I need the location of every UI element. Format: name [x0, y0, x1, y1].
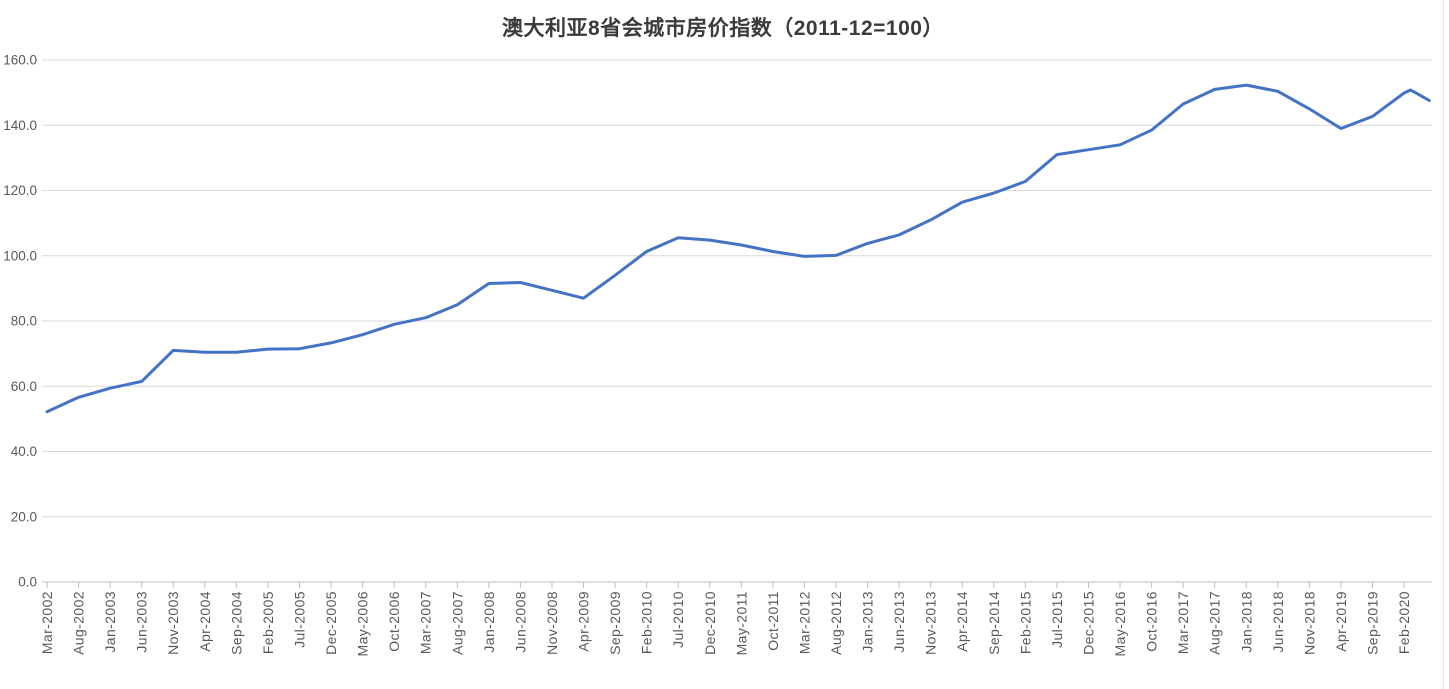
x-tick-label: Oct-2006	[386, 591, 402, 652]
x-tick-label: Apr-2009	[576, 591, 592, 652]
x-tick-label: Feb-2020	[1396, 591, 1412, 654]
x-tick-label: May-2006	[355, 591, 371, 656]
x-tick-label: Oct-2011	[765, 591, 781, 651]
x-tick-label: Apr-2014	[954, 591, 970, 652]
y-tick-label: 0.0	[18, 575, 37, 590]
y-tick-label: 100.0	[3, 248, 37, 263]
price-index-series-line	[45, 83, 1431, 414]
x-tick-label: Jan-2018	[1238, 591, 1254, 653]
x-tick-label: May-2011	[733, 591, 749, 655]
y-tick-label: 140.0	[3, 118, 37, 133]
x-tick-label: Jan-2008	[481, 591, 497, 653]
x-tick-label: Dec-2015	[1080, 591, 1096, 655]
x-tick-label: Mar-2017	[1175, 591, 1191, 654]
x-tick-label: Mar-2007	[418, 591, 434, 654]
y-tick-label: 40.0	[11, 444, 37, 459]
x-tick-label: Jun-2018	[1270, 591, 1286, 653]
y-tick-label: 120.0	[3, 183, 37, 198]
x-tick-label: Feb-2005	[260, 591, 276, 654]
x-axis-ticks	[46, 582, 1405, 588]
x-tick-label: Sep-2019	[1365, 591, 1381, 655]
x-tick-label: Jun-2008	[512, 591, 528, 653]
x-tick-label: Mar-2012	[796, 591, 812, 654]
y-tick-label: 60.0	[11, 379, 37, 394]
chart-title: 澳大利亚8省会城市房价指数（2011-12=100）	[502, 17, 944, 40]
y-axis-labels: 0.0 20.0 40.0 60.0 80.0 100.0 120.0 140.0 160.0	[3, 53, 37, 590]
x-tick-label: Sep-2004	[228, 591, 244, 655]
x-tick-label: Nov-2008	[544, 591, 560, 655]
x-tick-label: Mar-2002	[39, 591, 55, 654]
x-tick-label: Oct-2016	[1144, 591, 1160, 652]
x-tick-label: Jan-2003	[102, 591, 118, 653]
x-tick-label: Sep-2014	[986, 591, 1002, 655]
x-tick-label: Dec-2010	[702, 591, 718, 655]
x-tick-label: Jul-2015	[1049, 591, 1065, 648]
x-tick-label: Feb-2010	[639, 591, 655, 654]
x-tick-label: Jun-2013	[891, 591, 907, 653]
y-tick-label: 160.0	[3, 53, 37, 68]
gridlines	[42, 59, 1432, 583]
x-tick-label: Aug-2007	[449, 591, 465, 655]
x-tick-label: May-2016	[1112, 591, 1128, 656]
x-tick-label: Nov-2013	[923, 591, 939, 655]
x-tick-label: Dec-2005	[323, 591, 339, 655]
x-tick-label: Nov-2018	[1301, 591, 1317, 655]
x-tick-label: Jul-2010	[670, 591, 686, 648]
x-tick-label: Jul-2005	[291, 591, 307, 648]
x-tick-label: Jan-2013	[860, 591, 876, 653]
x-tick-label: Nov-2003	[165, 591, 181, 655]
y-tick-label: 80.0	[11, 314, 37, 329]
x-tick-label: Sep-2009	[607, 591, 623, 655]
x-tick-label: Jun-2003	[134, 591, 150, 653]
x-tick-label: Aug-2002	[71, 591, 87, 655]
x-tick-label: Apr-2019	[1333, 591, 1349, 652]
window-right-border	[1443, 0, 1444, 689]
x-tick-label: Aug-2017	[1207, 591, 1223, 655]
x-axis-labels: Mar-2002 Aug-2002 Jan-2003 Jun-2003 Nov-2003…	[39, 591, 1412, 656]
x-tick-label: Aug-2012	[828, 591, 844, 655]
x-tick-label: Apr-2004	[197, 591, 213, 652]
y-tick-label: 20.0	[11, 509, 37, 524]
x-tick-label: Feb-2015	[1017, 591, 1033, 654]
